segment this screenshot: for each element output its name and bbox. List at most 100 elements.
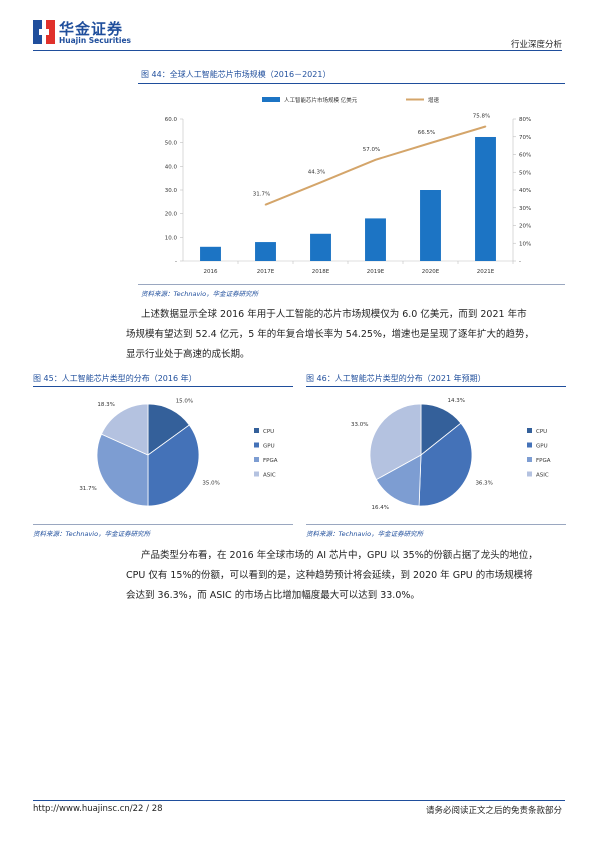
footer-rule bbox=[33, 800, 565, 801]
footer-disclaimer: 请务必阅读正文之后的免责条款部分 bbox=[425, 806, 562, 816]
x-tick-label: 2021E bbox=[477, 269, 495, 275]
logo-name-en: Huajin Securities bbox=[59, 36, 132, 45]
y-tick-label: 20.0 bbox=[165, 212, 178, 218]
company-logo-icon bbox=[33, 20, 55, 44]
pie-slice-gpu bbox=[418, 422, 473, 507]
x-tick-label: 2016 bbox=[204, 269, 218, 275]
paragraph-2-line-3: 会达到 36.3%，而 ASIC 的市场占比增加幅度最大可以达到 33.0%。 bbox=[126, 590, 420, 601]
logo-name-cn: 华金证券 bbox=[59, 20, 124, 38]
figure-46-bottom-rule bbox=[306, 524, 566, 525]
figure-46-source: 资料来源：Technavio，华金证券研究所 bbox=[306, 530, 424, 538]
figure-45-top-rule bbox=[33, 386, 293, 387]
pie-data-label: 36.3% bbox=[475, 481, 492, 487]
y2-tick-label: 50% bbox=[519, 170, 531, 176]
paragraph-1-line-1: 上述数据显示全球 2016 年用于人工智能的芯片市场规模仅为 6.0 亿美元，而… bbox=[141, 309, 527, 320]
y-tick-label: 50.0 bbox=[165, 141, 178, 147]
growth-data-label: 31.7% bbox=[253, 192, 270, 198]
y2-tick-label: 30% bbox=[519, 206, 531, 212]
bar-2018E bbox=[310, 233, 331, 261]
y-tick-label: 60.0 bbox=[165, 117, 178, 123]
chip-type-pie-2016: 15.0% 35.0% 31.7% 18.3% CPU GPU FPGA ASIC bbox=[79, 399, 278, 507]
legend-swatch-gpu bbox=[527, 442, 532, 448]
growth-data-label: 66.5% bbox=[418, 130, 435, 136]
x-tick-label: 2017E bbox=[257, 269, 275, 275]
growth-point bbox=[374, 159, 377, 161]
growth-data-label: 75.8% bbox=[473, 113, 490, 119]
legend-swatch-cpu bbox=[254, 428, 259, 433]
pie-data-label: 33.0% bbox=[351, 422, 368, 428]
legend-label-gpu: GPU bbox=[536, 444, 548, 450]
market-size-chart: 人工智能芯片市场规模 亿美元 增速 - 10.0 20.0 30.0 40.0 50.0 60.… bbox=[165, 96, 531, 275]
paragraph-1-line-3: 显示行业处于高速的成长期。 bbox=[126, 349, 250, 360]
bar-2021E bbox=[475, 136, 496, 261]
growth-data-label: 57.0% bbox=[363, 147, 380, 153]
pie-data-label: 14.3% bbox=[447, 398, 464, 404]
legend-label-market-size: 人工智能芯片市场规模 亿美元 bbox=[284, 96, 358, 104]
growth-point bbox=[484, 125, 487, 128]
figure-45-bottom-rule bbox=[33, 524, 293, 525]
legend-label-fpga: FPGA bbox=[536, 458, 551, 464]
legend-swatch-fpga bbox=[527, 457, 532, 462]
paragraph-2-line-2: CPU 仅有 15%的份额，可以看到的是，这种趋势预计将会延续，到 2020 年… bbox=[126, 570, 533, 581]
figure-46-top-rule bbox=[306, 386, 566, 387]
pie-data-label: 15.0% bbox=[176, 399, 193, 405]
pie-slice-asic bbox=[100, 403, 149, 456]
pie-slice-fpga bbox=[375, 454, 422, 507]
legend-label-asic: ASIC bbox=[536, 473, 549, 479]
legend-swatch-market-size bbox=[262, 97, 280, 102]
pie-slice-gpu bbox=[147, 424, 200, 507]
x-tick-label: 2019E bbox=[367, 269, 385, 275]
figure-44-title: 图 44：全球人工智能芯片市场规模（2016－2021） bbox=[141, 70, 331, 79]
legend-swatch-asic bbox=[527, 471, 532, 477]
figure-45-title: 图 45：人工智能芯片类型的分布（2016 年） bbox=[33, 374, 197, 383]
y2-tick-label: 70% bbox=[519, 135, 531, 141]
growth-data-label: 44.3% bbox=[308, 169, 325, 175]
y2-tick-label: 20% bbox=[519, 224, 531, 230]
legend-label-growth: 增速 bbox=[428, 96, 440, 104]
paragraph-1-line-2: 场规模有望达到 52.4 亿元，5 年的年复合增长率为 54.25%，增速也是呈… bbox=[126, 329, 535, 340]
footer-url-page[interactable]: http://www.huajinsc.cn/22 / 28 bbox=[33, 804, 163, 814]
figure-45-source: 资料来源：Technavio，华金证券研究所 bbox=[33, 530, 151, 538]
x-tick-label: 2020E bbox=[422, 269, 440, 275]
pie-data-label: 31.7% bbox=[79, 486, 96, 492]
legend-label-cpu: CPU bbox=[536, 429, 547, 435]
legend-label-fpga: FPGA bbox=[263, 458, 278, 464]
legend-swatch-gpu bbox=[254, 442, 259, 448]
growth-line bbox=[265, 125, 486, 206]
bar-2017E bbox=[255, 242, 276, 261]
legend-swatch-cpu bbox=[527, 428, 532, 433]
growth-point bbox=[319, 181, 322, 184]
y-tick-label: - bbox=[175, 259, 177, 265]
paragraph-1: 上述数据显示全球 2016 年用于人工智能的芯片市场规模仅为 6.0 亿美元，而… bbox=[126, 305, 566, 365]
pie-data-label: 18.3% bbox=[97, 402, 114, 408]
bar-2016 bbox=[200, 246, 221, 261]
legend-swatch-fpga bbox=[254, 457, 259, 462]
legend-swatch-asic bbox=[254, 471, 259, 477]
growth-point bbox=[264, 203, 267, 206]
pie-slice-cpu bbox=[147, 403, 190, 456]
y2-tick-label: - bbox=[519, 259, 521, 265]
x-tick-label: 2018E bbox=[312, 269, 330, 275]
legend-label-gpu: GPU bbox=[263, 444, 275, 450]
y2-tick-label: 40% bbox=[519, 188, 531, 194]
figure-44-top-rule bbox=[138, 83, 565, 84]
bar-2020E bbox=[420, 190, 441, 261]
y2-tick-label: 80% bbox=[519, 117, 531, 123]
legend-label-cpu: CPU bbox=[263, 429, 274, 435]
figure-46-title: 图 46：人工智能芯片类型的分布（2021 年预期） bbox=[306, 374, 486, 383]
pie-data-label: 16.4% bbox=[371, 505, 388, 511]
y-tick-label: 40.0 bbox=[165, 164, 178, 170]
pie-slice-asic bbox=[369, 403, 422, 481]
y-tick-label: 10.0 bbox=[165, 235, 178, 241]
figure-44-bottom-rule bbox=[138, 284, 565, 285]
pie-slice-fpga bbox=[96, 433, 149, 507]
growth-point bbox=[429, 142, 432, 144]
figure-44-source: 资料来源：Technavio，华金证券研究所 bbox=[141, 290, 259, 298]
report-type: 行业深度分析 bbox=[510, 40, 562, 50]
y2-tick-label: 60% bbox=[519, 153, 531, 159]
legend-label-asic: ASIC bbox=[263, 473, 276, 479]
y-tick-label: 30.0 bbox=[165, 188, 178, 194]
y2-tick-label: 10% bbox=[519, 241, 531, 247]
bar-2019E bbox=[365, 218, 386, 261]
pie-data-label: 35.0% bbox=[202, 481, 219, 487]
